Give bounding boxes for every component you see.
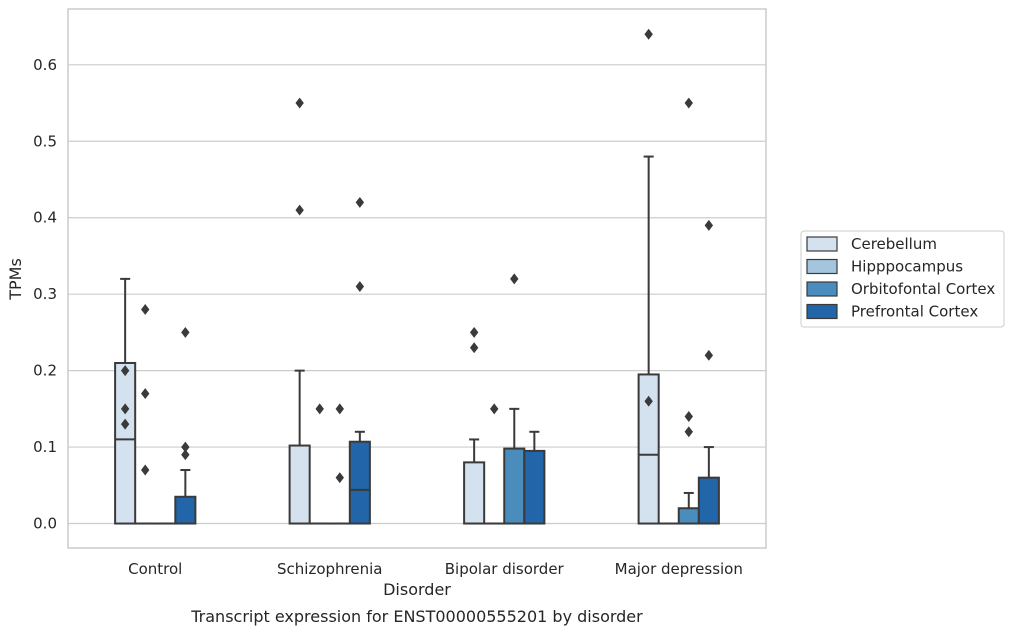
legend-swatch (806, 236, 838, 252)
outlier-points (120, 28, 714, 484)
outlier-point (141, 464, 150, 476)
legend-label: Cerebellum (851, 235, 937, 253)
box-schizophrenia-prefrontal-cortex (348, 430, 371, 525)
outlier-point (684, 411, 693, 422)
y-tick-label: 0.2 (33, 362, 57, 380)
legend-swatch (806, 281, 838, 297)
box (114, 361, 137, 525)
x-tick-labels: Control Schizophrenia Bipolar disorder Majo… (128, 560, 743, 578)
box-schizophrenia-cerebellum (288, 369, 311, 525)
box (174, 495, 197, 525)
outlier-point (355, 196, 365, 208)
y-tick-labels: 0.0 0.1 0.2 0.3 0.4 0.5 0.6 (33, 56, 57, 533)
outlier-point (469, 342, 479, 354)
outlier-point (644, 395, 653, 407)
outlier-point (181, 326, 190, 338)
y-tick-label: 0.5 (33, 132, 57, 150)
x-tick-label: Control (128, 560, 182, 578)
outlier-point (295, 204, 304, 216)
outlier-point (704, 219, 714, 231)
y-tick-label: 0.0 (33, 515, 57, 533)
box-bipolar-disorder-prefrontal-cortex (523, 430, 546, 525)
outlier-point (704, 349, 714, 361)
y-tick-label: 0.6 (33, 56, 57, 74)
box-major-depression-prefrontal-cortex (697, 446, 720, 525)
legend-frame (800, 230, 1005, 328)
legend: Cerebellum Hipppocampus Orbitofontal Corte… (800, 230, 1005, 328)
y-axis-label: TPMs (6, 258, 25, 301)
y-tick-label: 0.4 (33, 209, 57, 227)
outlier-point (355, 281, 365, 292)
outlier-point (295, 97, 304, 109)
box-control-cerebellum (114, 277, 137, 525)
box (637, 373, 660, 525)
box (697, 476, 720, 525)
outlier-point (141, 388, 150, 400)
outlier-point (120, 365, 130, 377)
outlier-point (141, 304, 150, 315)
x-tick-label: Bipolar disorder (445, 560, 565, 578)
legend-swatch (806, 258, 838, 275)
x-axis-label: Disorder (383, 580, 451, 599)
y-tick-label: 0.3 (33, 285, 57, 303)
box (463, 461, 486, 525)
outlier-point (684, 426, 693, 438)
outlier-point (335, 472, 344, 484)
box (677, 507, 700, 525)
box-major-depression-orbitofontal-cortex (677, 491, 700, 525)
outlier-point (684, 97, 693, 109)
outlier-point (490, 403, 499, 415)
x-tick-label: Major depression (615, 560, 743, 578)
outlier-point (181, 449, 190, 461)
box (503, 447, 526, 525)
y-tick-label: 0.1 (33, 438, 57, 456)
outlier-point (315, 403, 324, 415)
box-control-prefrontal-cortex (174, 469, 197, 525)
outlier-point (469, 326, 479, 338)
box (288, 444, 311, 525)
legend-label: Orbitofontal Cortex (851, 280, 995, 298)
boxes (114, 155, 720, 525)
legend-label: Hipppocampus (851, 258, 963, 276)
box (348, 440, 371, 525)
plot-frame (67, 8, 767, 549)
outlier-point (335, 403, 344, 415)
x-tick-label: Schizophrenia (277, 560, 382, 578)
outlier-point (510, 273, 519, 285)
box (523, 449, 546, 525)
box-major-depression-cerebellum (637, 155, 660, 525)
outlier-point (120, 403, 130, 415)
figure-caption: Transcript expression for ENST0000055520… (190, 607, 643, 626)
legend-swatch (806, 303, 838, 320)
box-bipolar-disorder-cerebellum (463, 438, 486, 525)
outlier-point (120, 418, 130, 430)
legend-label: Prefrontal Cortex (851, 303, 978, 321)
outlier-point (644, 28, 653, 40)
outlier-point (181, 441, 190, 453)
